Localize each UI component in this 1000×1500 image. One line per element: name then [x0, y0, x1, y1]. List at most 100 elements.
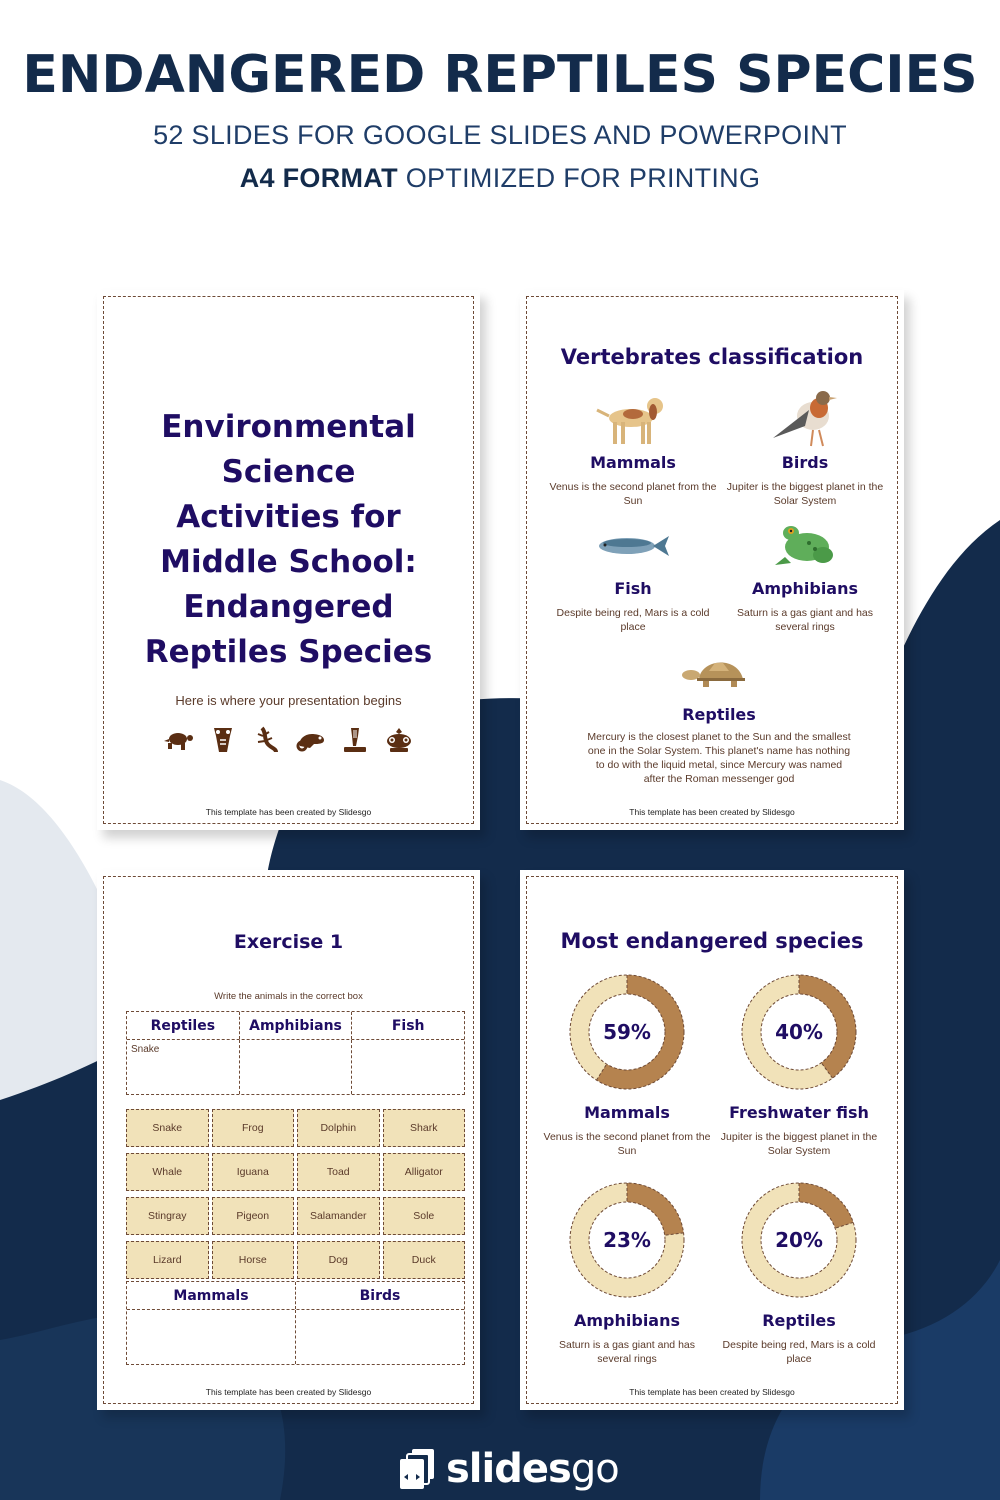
cover-title-line: Middle School: [160, 544, 417, 580]
donut-item-freshwater-fish: 40% Freshwater fish Jupiter is the bigge… [713, 973, 885, 1158]
header: ENDANGERED REPTILES SPECIES 52 SLIDES FO… [0, 40, 1000, 194]
donut-chart: 23% [568, 1181, 686, 1299]
page-subtitle: 52 SLIDES FOR GOOGLE SLIDES AND POWERPOI… [153, 120, 847, 150]
cobra-icon [340, 725, 370, 755]
slidesgo-wordmark: slidesgo [446, 1446, 620, 1492]
word-card[interactable]: Duck [382, 1241, 465, 1279]
item-name: Amphibians [751, 579, 859, 598]
donut-item-amphibians: 23% Amphibians Saturn is a gas giant and… [541, 1181, 713, 1366]
answer-cell-fish[interactable] [352, 1040, 464, 1094]
donut-percent: 59% [603, 1020, 651, 1044]
item-desc: Venus is the second planet from the Sun [543, 1131, 711, 1157]
slide-title: Vertebrates classification [560, 345, 864, 369]
answer-cell-mammals[interactable] [127, 1310, 296, 1364]
word-card[interactable]: Sole [382, 1197, 465, 1235]
chameleon-icon [296, 725, 326, 755]
slidesgo-logo[interactable]: slidesgo [396, 1446, 620, 1492]
word-card[interactable]: Dog [297, 1241, 380, 1279]
item-name: Fish [614, 579, 652, 598]
donut-chart: 40% [740, 973, 858, 1091]
vertebrate-item-reptiles: Reptiles Mercury is the closest planet t… [587, 641, 851, 786]
word-card[interactable]: Iguana [211, 1153, 294, 1191]
turtle-icon [163, 725, 194, 755]
item-desc: Jupiter is the biggest planet in the Sol… [720, 1131, 878, 1157]
vertebrate-item-fish: Fish Despite being red, Mars is a cold p… [547, 515, 719, 634]
slide-credit: This template has been created by Slides… [205, 1387, 372, 1397]
table-header-row: Reptiles Amphibians Fish [127, 1012, 464, 1040]
dashed-frame: Exercise 1 Write the animals in the corr… [103, 876, 474, 1404]
dog-image [547, 389, 719, 451]
word-card[interactable]: Pigeon [211, 1197, 294, 1235]
word-bank: Snake Frog Dolphin Shark Whale Iguana To… [126, 1109, 465, 1279]
item-desc: Mercury is the closest planet to the Sun… [587, 731, 851, 785]
slide-cover[interactable]: Environmental Science Activities for Mid… [97, 290, 480, 830]
dashed-frame: Environmental Science Activities for Mid… [103, 296, 474, 824]
word-card[interactable]: Snake [126, 1109, 209, 1147]
answer-cell-reptiles[interactable]: Snake [127, 1040, 240, 1094]
fish-image [547, 515, 719, 577]
item-desc: Jupiter is the biggest planet in the Sol… [726, 481, 884, 507]
word-card[interactable]: Alligator [382, 1153, 465, 1191]
answer-cell-birds[interactable] [296, 1310, 464, 1364]
frog-icon [384, 725, 414, 755]
table-header-birds: Birds [359, 1287, 401, 1304]
donut-percent: 20% [775, 1228, 823, 1252]
table-header-mammals: Mammals [127, 1282, 296, 1309]
word-card[interactable]: Lizard [126, 1241, 209, 1279]
format-rest: OPTIMIZED FOR PRINTING [397, 163, 761, 193]
wordmark-bold: slides [446, 1446, 572, 1492]
cover-title: Environmental Science Activities for Mid… [104, 405, 473, 675]
cover-title-line: Endangered [183, 589, 394, 625]
table-answer-row: Snake [127, 1040, 464, 1094]
answer-cell-amphibians[interactable] [240, 1040, 353, 1094]
table-header-amphibians: Amphibians [240, 1012, 353, 1039]
slide-endangered[interactable]: Most endangered species 59% Mammals Venu… [520, 870, 904, 1410]
slide-credit: This template has been created by Slides… [629, 807, 795, 817]
donut-percent: 40% [775, 1020, 823, 1044]
format-line: A4 FORMAT OPTIMIZED FOR PRINTING [0, 163, 1000, 194]
dashed-frame: Most endangered species 59% Mammals Venu… [526, 876, 898, 1404]
slide-credit: This template has been created by Slides… [205, 807, 372, 817]
donut-percent: 23% [603, 1228, 651, 1252]
top-category-table: Reptiles Amphibians Fish Snake [126, 1011, 465, 1095]
item-desc: Despite being red, Mars is a cold place [556, 607, 710, 633]
cover-title-line: Science [221, 454, 356, 490]
slide-title: Most endangered species [560, 929, 864, 953]
item-name: Mammals [590, 453, 676, 472]
slide-exercise[interactable]: Exercise 1 Write the animals in the corr… [97, 870, 480, 1410]
cover-title-line: Reptiles Species [144, 634, 433, 670]
robin-image [719, 389, 891, 451]
table-header-fish: Fish [391, 1017, 425, 1034]
item-name: Mammals [584, 1103, 670, 1122]
slide-title: Exercise 1 [233, 931, 344, 953]
slide-credit: This template has been created by Slides… [629, 1387, 795, 1397]
item-desc: Saturn is a gas giant and has several ri… [736, 607, 873, 633]
word-card[interactable]: Shark [382, 1109, 465, 1147]
exercise-instruction: Write the animals in the correct box [214, 991, 363, 1002]
vertebrate-item-amphibians: Amphibians Saturn is a gas giant and has… [719, 515, 891, 634]
reptile-icon-row [104, 725, 473, 755]
word-card[interactable]: Stingray [126, 1197, 209, 1235]
item-name: Reptiles [682, 705, 756, 724]
item-name: Freshwater fish [729, 1103, 869, 1122]
cover-title-line: Environmental [161, 409, 416, 445]
item-name: Amphibians [573, 1311, 681, 1330]
slide-vertebrates[interactable]: Vertebrates classification Mammals Venus… [520, 290, 904, 830]
slidesgo-logo-icon [400, 1449, 434, 1489]
dashed-frame: Vertebrates classification Mammals Venus… [526, 296, 898, 824]
item-desc: Despite being red, Mars is a cold place [722, 1339, 876, 1365]
word-card[interactable]: Whale [126, 1153, 209, 1191]
donut-item-reptiles: 20% Reptiles Despite being red, Mars is … [713, 1181, 885, 1366]
word-card[interactable]: Toad [297, 1153, 380, 1191]
vertebrate-item-mammals: Mammals Venus is the second planet from … [547, 389, 719, 508]
donut-chart: 20% [740, 1181, 858, 1299]
format-bold: A4 FORMAT [239, 163, 398, 193]
table-answer-row [127, 1310, 464, 1364]
lizard-icon [252, 725, 282, 755]
word-card[interactable]: Horse [211, 1241, 294, 1279]
word-card[interactable]: Frog [211, 1109, 294, 1147]
donut-chart: 59% [568, 973, 686, 1091]
vertebrate-item-birds: Birds Jupiter is the biggest planet in t… [719, 389, 891, 508]
word-card[interactable]: Salamander [297, 1197, 380, 1235]
word-card[interactable]: Dolphin [297, 1109, 380, 1147]
